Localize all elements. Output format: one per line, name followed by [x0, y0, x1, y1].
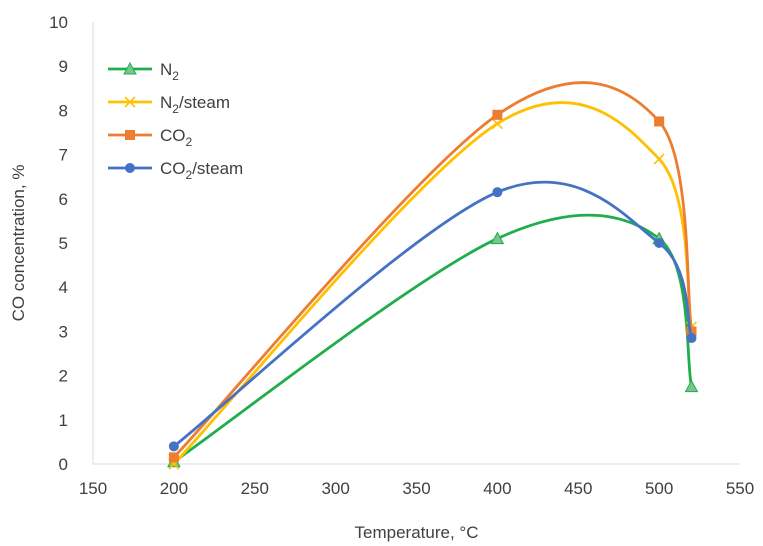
y-tick-label: 9 [59, 57, 68, 76]
data-point [168, 441, 179, 452]
x-axis-title: Temperature, °C [355, 523, 479, 542]
series-3 [168, 180, 697, 452]
y-tick-label: 4 [59, 278, 68, 297]
data-point [492, 109, 503, 120]
x-tick-label: 300 [321, 479, 349, 498]
legend-label-main: CO [160, 159, 186, 178]
series-line [173, 213, 693, 463]
data-point [492, 187, 503, 198]
legend-label-subscript: 2 [186, 135, 193, 149]
series-line [173, 180, 693, 448]
legend-item: N2 [108, 60, 179, 83]
x-tick-label: 200 [160, 479, 188, 498]
data-point [491, 118, 503, 130]
x-tick-label: 550 [726, 479, 754, 498]
data-point [490, 231, 505, 245]
legend-label: N2 [160, 60, 179, 83]
legend-label: CO2/steam [160, 159, 243, 182]
y-tick-label: 3 [59, 322, 68, 341]
legend-item: CO2/steam [108, 159, 243, 182]
legend-label: N2/steam [160, 93, 230, 116]
legend-marker [123, 61, 137, 75]
legend-label-suffix: /steam [179, 93, 230, 112]
series-group [167, 81, 699, 470]
x-tick-label: 450 [564, 479, 592, 498]
x-tick-label: 350 [402, 479, 430, 498]
legend-marker [124, 96, 136, 108]
series-line [172, 101, 693, 465]
series-line [172, 81, 693, 459]
y-tick-label: 2 [59, 367, 68, 386]
data-point [654, 238, 665, 248]
y-tick-label: 1 [59, 411, 68, 430]
y-tick-label: 6 [59, 190, 68, 209]
data-point [684, 379, 699, 393]
legend-label-subscript: 2 [186, 168, 193, 182]
legend-label-subscript: 2 [172, 69, 179, 83]
x-tick-label: 150 [79, 479, 107, 498]
series-1 [168, 101, 698, 470]
legend-label-main: N [160, 93, 172, 112]
data-point [686, 333, 697, 344]
legend-label-main: CO [160, 126, 186, 145]
series-0 [167, 213, 699, 468]
legend-item: CO2 [108, 126, 193, 149]
legend-marker [125, 130, 135, 140]
data-point [168, 452, 179, 463]
y-tick-label: 10 [49, 13, 68, 32]
data-point [654, 116, 665, 127]
legend-label-main: N [160, 60, 172, 79]
y-tick-label: 0 [59, 455, 68, 474]
x-tick-label: 500 [645, 479, 673, 498]
legend-item: N2/steam [108, 93, 230, 116]
x-tick-label: 250 [241, 479, 269, 498]
y-tick-label: 8 [59, 101, 68, 120]
plot-area [92, 22, 740, 465]
x-tick-labels: 150 200 250 300 350 400 450 500 550 [79, 479, 754, 498]
y-axis-title: CO concentration, % [9, 165, 28, 322]
y-tick-label: 5 [59, 234, 68, 253]
x-tick-label: 400 [483, 479, 511, 498]
legend-label-suffix: /steam [192, 159, 243, 178]
series-2 [168, 81, 697, 463]
legend-label-subscript: 2 [172, 102, 179, 116]
y-tick-labels: 0 1 2 3 4 5 6 7 8 9 10 [49, 13, 68, 474]
legend-label: CO2 [160, 126, 193, 149]
y-tick-label: 7 [59, 146, 68, 165]
data-point [653, 153, 665, 165]
legend-marker [125, 163, 135, 173]
